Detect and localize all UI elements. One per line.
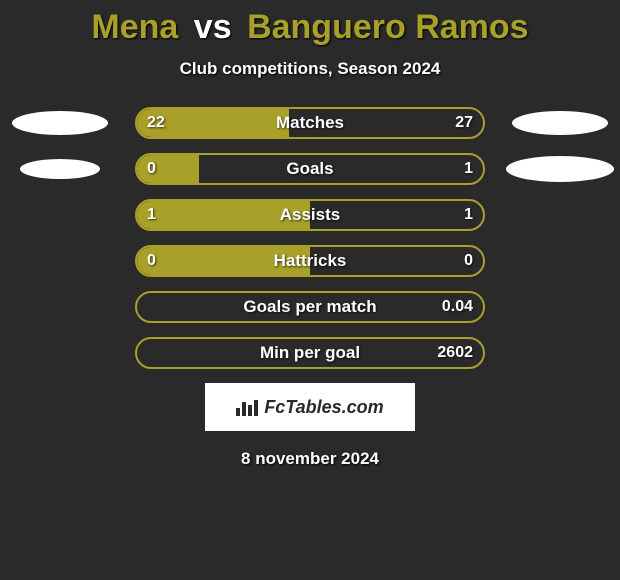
player1-name: Mena bbox=[91, 8, 178, 46]
right-ellipse-wrap bbox=[500, 107, 620, 139]
stat-bar: Goals0 1 bbox=[135, 153, 485, 185]
footer-date: 8 november 2024 bbox=[0, 449, 620, 469]
stat-value-left: 22 bbox=[147, 109, 165, 137]
left-ellipse bbox=[12, 111, 108, 135]
stat-bar: Assists1 1 bbox=[135, 199, 485, 231]
stat-rows: Matches2227Goals01Assists11Hattricks00Go… bbox=[0, 107, 620, 369]
stat-value-left: 1 bbox=[147, 201, 156, 229]
stat-row: Assists1 1 bbox=[0, 199, 620, 231]
comparison-infographic: Mena vs Banguero Ramos Club competitions… bbox=[0, 0, 620, 469]
stat-value-left: 0 bbox=[147, 247, 156, 275]
left-ellipse bbox=[20, 159, 100, 179]
footer-brand-text: FcTables.com bbox=[264, 397, 383, 418]
stat-label: Assists bbox=[137, 201, 483, 229]
title: Mena vs Banguero Ramos bbox=[0, 8, 620, 47]
stat-value-right: 0.04 bbox=[442, 293, 473, 321]
stat-row: Hattricks0 0 bbox=[0, 245, 620, 277]
right-ellipse-wrap bbox=[500, 153, 620, 185]
player2-name: Banguero Ramos bbox=[247, 8, 529, 46]
stat-row: Min per goal2602 bbox=[0, 337, 620, 369]
stat-value-right: 0 bbox=[464, 247, 473, 275]
bars-icon bbox=[236, 398, 258, 416]
stat-row: Goals per match0.04 bbox=[0, 291, 620, 323]
vs-text: vs bbox=[194, 8, 232, 46]
stat-value-right: 1 bbox=[464, 155, 473, 183]
stat-value-right: 2602 bbox=[437, 339, 473, 367]
stat-label: Goals per match bbox=[137, 293, 483, 321]
stat-row: Goals0 1 bbox=[0, 153, 620, 185]
stat-bar: Hattricks0 0 bbox=[135, 245, 485, 277]
left-ellipse-wrap bbox=[0, 153, 120, 185]
right-ellipse bbox=[512, 111, 608, 135]
stat-value-left: 0 bbox=[147, 155, 156, 183]
subtitle: Club competitions, Season 2024 bbox=[0, 59, 620, 79]
stat-value-right: 27 bbox=[455, 109, 473, 137]
footer-logo: FcTables.com bbox=[205, 383, 415, 431]
stat-label: Min per goal bbox=[137, 339, 483, 367]
stat-row: Matches22 27 bbox=[0, 107, 620, 139]
stat-bar: Matches22 27 bbox=[135, 107, 485, 139]
stat-label: Goals bbox=[137, 155, 483, 183]
stat-label: Matches bbox=[137, 109, 483, 137]
stat-bar: Goals per match0.04 bbox=[135, 291, 485, 323]
stat-label: Hattricks bbox=[137, 247, 483, 275]
left-ellipse-wrap bbox=[0, 107, 120, 139]
stat-value-right: 1 bbox=[464, 201, 473, 229]
right-ellipse bbox=[506, 156, 614, 182]
stat-bar: Min per goal2602 bbox=[135, 337, 485, 369]
